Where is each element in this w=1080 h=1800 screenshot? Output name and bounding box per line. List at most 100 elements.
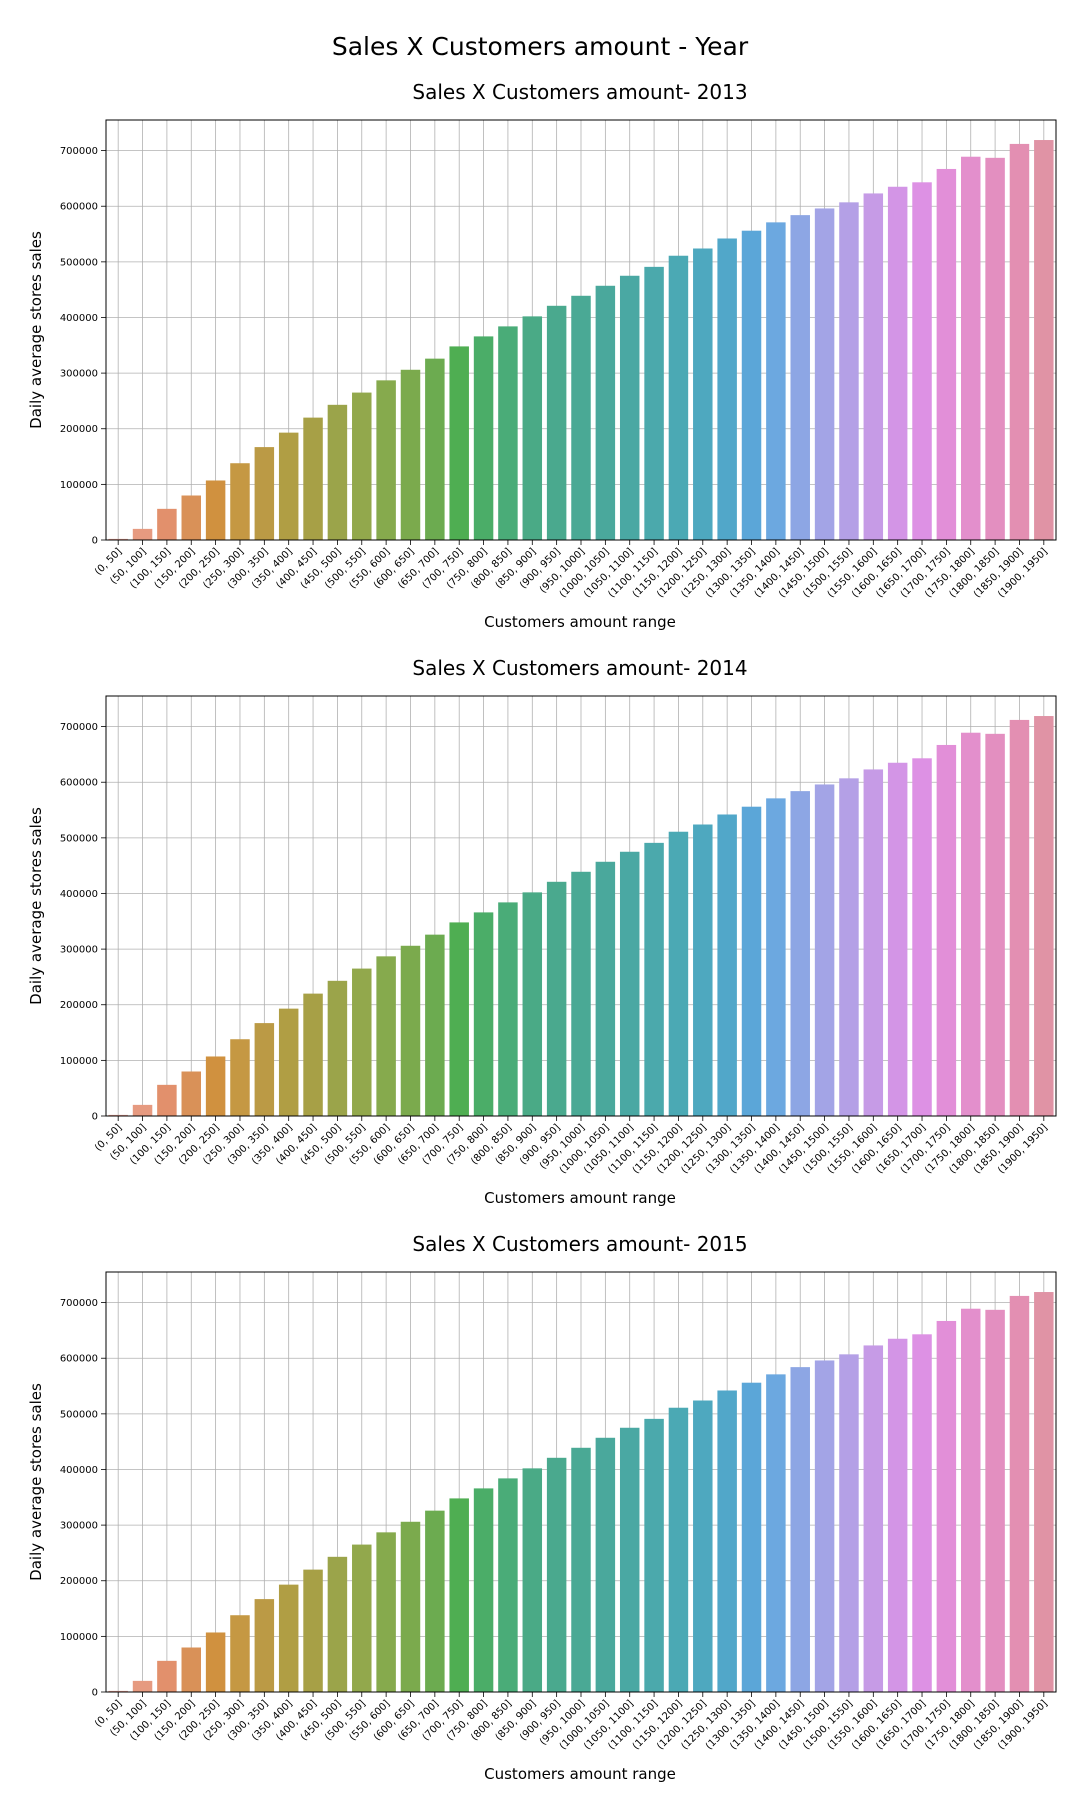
bar — [814, 208, 835, 541]
y-tick-label: 400000 — [60, 313, 98, 324]
bar — [449, 346, 469, 540]
y-tick-label: 200000 — [60, 1000, 98, 1011]
bar — [741, 1382, 762, 1692]
bar — [376, 956, 396, 1116]
figure-title: Sales X Customers amount - Year — [332, 32, 749, 61]
bar — [473, 1488, 494, 1692]
bar — [425, 934, 445, 1116]
axes-frame — [105, 1271, 1057, 1693]
x-axis-label: Customers amount range — [484, 1765, 676, 1783]
bar — [205, 480, 226, 540]
chart-title: Sales X Customers amount- 2013 — [412, 80, 747, 104]
bar — [912, 1334, 932, 1692]
bar — [1034, 716, 1054, 1116]
x-axis-label: Customers amount range — [484, 613, 676, 631]
bar — [912, 182, 932, 541]
y-tick-label: 600000 — [60, 778, 98, 789]
bar — [327, 404, 348, 540]
y-tick-label: 100000 — [60, 480, 98, 491]
bar — [522, 892, 543, 1116]
bar — [376, 1532, 396, 1692]
bar — [644, 842, 664, 1116]
subplot-2015: Sales X Customers amount- 2015 0 100000 20… — [27, 1232, 1057, 1783]
bar — [303, 993, 323, 1116]
chart-title: Sales X Customers amount- 2015 — [412, 1232, 747, 1256]
bar — [839, 1354, 859, 1692]
bar — [668, 831, 689, 1116]
bar — [546, 881, 567, 1116]
bar — [400, 1521, 421, 1692]
bar — [887, 186, 908, 540]
plot-area: 0 100000 200000 300000 400000 500000 600000 700… — [60, 119, 1057, 600]
bar — [108, 538, 128, 540]
y-tick-label: 500000 — [60, 833, 98, 844]
bar — [327, 1556, 348, 1692]
bar — [619, 275, 640, 540]
bar — [425, 1510, 445, 1692]
y-axis-label: Daily average stores sales — [27, 807, 45, 1005]
axes-frame — [105, 695, 1057, 1117]
bar — [157, 508, 177, 540]
bar — [839, 202, 859, 541]
bar — [766, 798, 786, 1116]
bar — [278, 432, 299, 540]
bar — [230, 1039, 250, 1116]
bar — [278, 1008, 299, 1116]
bar — [644, 1418, 664, 1692]
bar — [571, 871, 591, 1116]
y-tick-label: 300000 — [60, 1521, 98, 1532]
chart-title: Sales X Customers amount- 2014 — [412, 656, 747, 680]
bar — [766, 1374, 786, 1692]
bar — [522, 316, 543, 540]
bar — [546, 305, 567, 540]
bar — [181, 1071, 201, 1116]
bar — [741, 230, 762, 541]
bar — [766, 222, 786, 541]
bar — [352, 968, 372, 1116]
bar — [230, 1615, 250, 1692]
bar — [863, 769, 884, 1116]
bar — [814, 1360, 835, 1692]
y-tick-label: 100000 — [60, 1632, 98, 1643]
y-tick-label: 500000 — [60, 257, 98, 268]
bar — [717, 814, 737, 1116]
bar — [717, 238, 737, 541]
bar — [498, 1478, 518, 1692]
y-tick-label: 700000 — [60, 722, 98, 733]
bar — [181, 495, 201, 540]
bar — [205, 1056, 226, 1116]
bar — [400, 945, 421, 1116]
bar — [595, 1437, 616, 1692]
bar — [790, 791, 810, 1116]
bar — [693, 248, 713, 541]
y-tick-label: 700000 — [60, 146, 98, 157]
y-tick-label: 600000 — [60, 1354, 98, 1365]
bar — [132, 1680, 153, 1692]
bar — [693, 824, 713, 1116]
bar — [595, 861, 616, 1116]
y-tick-label: 200000 — [60, 424, 98, 435]
bar — [863, 193, 884, 540]
bar — [839, 778, 859, 1116]
x-axis-label: Customers amount range — [484, 1189, 676, 1207]
bar — [449, 922, 469, 1116]
bar — [473, 336, 494, 540]
bar — [717, 1390, 737, 1692]
bar — [912, 758, 932, 1116]
bar — [595, 285, 616, 540]
bar — [985, 1309, 1005, 1692]
bar — [205, 1632, 226, 1692]
y-tick-label: 300000 — [60, 369, 98, 380]
bar — [157, 1660, 177, 1692]
bar — [425, 358, 445, 540]
axes-frame — [105, 119, 1057, 541]
bar — [132, 1104, 153, 1116]
y-tick-label: 500000 — [60, 1409, 98, 1420]
bar — [400, 369, 421, 540]
bar — [887, 1338, 908, 1692]
y-tick-label: 400000 — [60, 889, 98, 900]
bar — [961, 732, 981, 1116]
y-axis-label: Daily average stores sales — [27, 1383, 45, 1581]
bar — [985, 157, 1005, 540]
